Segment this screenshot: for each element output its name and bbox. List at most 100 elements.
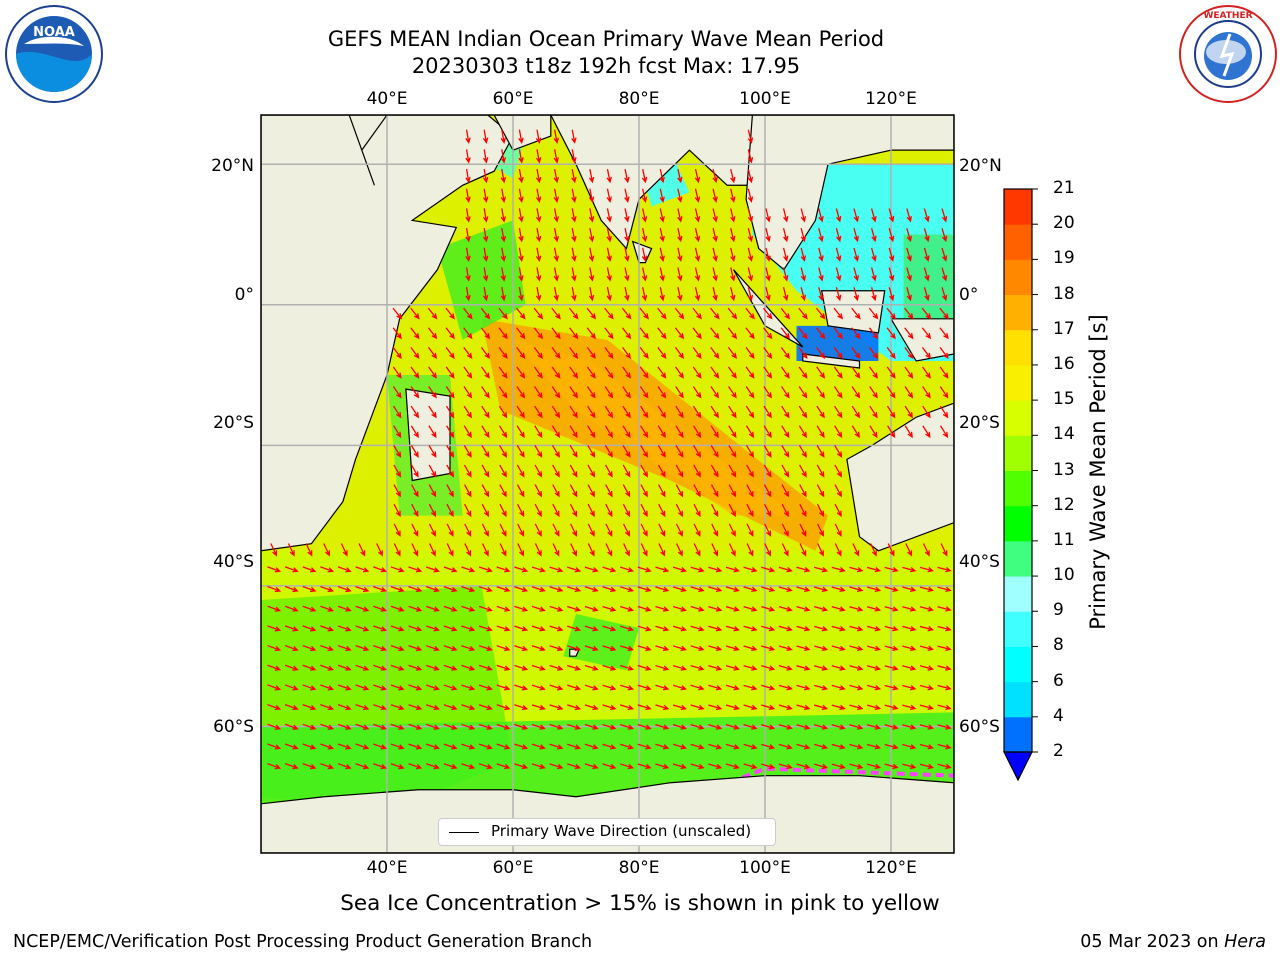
wave-arrow — [869, 405, 878, 419]
colorbar-tick-label: 6 — [1053, 670, 1064, 691]
wave-arrow — [641, 188, 648, 203]
wave-arrow — [496, 704, 511, 711]
lon-tick-top-60e: 60°E — [492, 89, 534, 109]
wave-arrow — [587, 405, 596, 419]
lon-tick-bottom-80e: 80°E — [618, 858, 660, 878]
wave-arrow — [919, 645, 935, 652]
colorbar-tick-label: 19 — [1053, 248, 1075, 269]
wave-arrow — [746, 543, 754, 557]
wave-arrow — [870, 247, 877, 262]
wave-arrow — [906, 267, 912, 282]
wave-arrow — [639, 405, 649, 419]
wave-arrow — [763, 366, 773, 379]
wave-arrow — [781, 484, 789, 498]
wave-arrow — [619, 566, 635, 573]
wave-arrow — [302, 625, 317, 632]
wave-arrow — [373, 723, 387, 730]
wave-arrow — [761, 724, 776, 730]
wave-arrow — [587, 543, 595, 557]
wave-arrow — [408, 605, 423, 612]
wave-arrow — [796, 704, 811, 711]
wave-arrow — [764, 543, 771, 557]
wave-arrow — [516, 405, 525, 419]
wave-arrow — [869, 366, 878, 379]
wave-arrow — [831, 566, 846, 573]
wave-arrow — [465, 247, 471, 263]
wave-arrow — [764, 523, 772, 537]
wave-arrow — [904, 327, 914, 340]
colorbar-segment — [1004, 611, 1032, 647]
wave-arrow — [410, 464, 419, 478]
wave-arrow — [761, 586, 776, 593]
wave-arrow — [425, 625, 440, 632]
wave-arrow — [710, 386, 720, 399]
wave-arrow — [639, 386, 649, 399]
wave-arrow — [693, 523, 701, 537]
wave-arrow — [657, 346, 667, 360]
wave-arrow — [884, 743, 899, 750]
wave-arrow — [584, 763, 599, 770]
wave-arrow — [535, 168, 542, 184]
wave-arrow — [425, 763, 440, 770]
wave-arrow — [849, 606, 864, 612]
wave-arrow — [571, 227, 577, 243]
wave-arrow — [743, 724, 758, 730]
wave-arrow — [443, 723, 458, 730]
wave-arrow — [428, 484, 437, 498]
wave-arrow — [743, 645, 758, 652]
wave-arrow — [778, 743, 793, 750]
lat-tick-right-0: 0° — [959, 285, 979, 305]
wave-arrow — [884, 763, 899, 770]
wave-arrow — [747, 208, 754, 223]
lat-tick-left-0: 0° — [234, 285, 254, 305]
wave-arrow — [765, 287, 771, 302]
wave-arrow — [708, 704, 723, 711]
wave-arrow — [728, 464, 737, 478]
wave-arrow — [922, 386, 931, 399]
lat-tick-right-40s: 40°S — [959, 552, 1000, 572]
wave-arrow — [604, 346, 614, 360]
wave-arrow — [498, 327, 508, 340]
wave-arrow — [567, 704, 582, 711]
wave-arrow — [922, 425, 931, 439]
wave-arrow — [761, 763, 776, 770]
wave-arrow — [796, 606, 811, 612]
wave-arrow — [481, 445, 490, 458]
colorbar-tick-label: 4 — [1053, 705, 1064, 726]
wave-arrow — [694, 168, 701, 184]
wave-arrow — [690, 664, 705, 671]
wave-arrow — [518, 188, 524, 203]
wave-arrow — [725, 684, 740, 691]
wave-arrow — [284, 743, 299, 750]
wave-arrow — [549, 645, 564, 652]
wave-arrow — [496, 743, 511, 750]
wave-arrow — [941, 267, 948, 282]
wave-arrow — [853, 228, 859, 243]
wave-arrow — [677, 208, 683, 223]
wave-arrow — [584, 566, 599, 573]
wave-arrow — [902, 763, 917, 770]
wave-arrow — [604, 386, 614, 399]
wave-arrow — [514, 743, 529, 750]
wave-arrow — [531, 743, 546, 750]
wave-arrow — [604, 366, 614, 379]
wave-arrow — [446, 503, 454, 518]
wave-arrow — [571, 129, 577, 144]
wave-arrow — [619, 723, 635, 730]
wave-arrow — [919, 606, 935, 612]
wave-arrow — [443, 645, 458, 652]
wave-arrow — [763, 386, 772, 399]
wave-arrow — [500, 247, 507, 263]
wave-arrow — [725, 605, 740, 612]
wave-arrow — [517, 543, 525, 557]
land-se-asia — [745, 115, 954, 271]
wave-arrow — [624, 208, 630, 223]
wave-arrow — [800, 287, 807, 302]
wave-arrow — [902, 586, 917, 592]
wave-arrow — [588, 168, 595, 184]
wave-arrow — [708, 743, 723, 750]
wave-arrow — [410, 425, 419, 439]
wave-arrow — [835, 208, 842, 223]
wave-arrow — [516, 484, 525, 498]
wave-arrow — [866, 724, 882, 730]
